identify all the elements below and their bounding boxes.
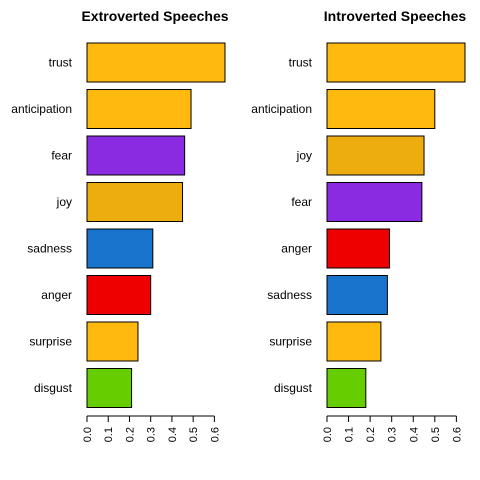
category-label: anger [41,288,72,302]
bar [86,42,226,83]
x-tick-label: 0.2 [365,427,377,442]
bar [86,228,154,269]
category-label: sadness [27,242,72,256]
category-label: anger [281,242,312,256]
bar [326,228,391,269]
bar [86,135,186,176]
bar [326,275,388,315]
category-label: sadness [267,288,312,302]
x-tick-label: 0.1 [344,427,356,442]
x-tick-label: 0.0 [322,427,334,442]
panel-extroverted: Extroverted Speeches trust anticipation fe… [11,8,228,442]
x-tick-label: 0.3 [387,427,399,442]
x-tick-label: 0.5 [188,427,200,442]
category-label: surprise [269,335,312,349]
category-label: disgust [274,381,313,395]
category-label: surprise [29,335,72,349]
x-tick-label: 0.4 [167,427,179,442]
bar [326,182,423,222]
bar [326,42,466,83]
x-tick-label: 0.2 [124,427,136,442]
category-label: trust [289,56,313,70]
panel-title: Extroverted Speeches [81,8,228,24]
category-label: fear [291,195,312,209]
bar [326,135,425,176]
category-label: joy [296,149,312,163]
bar [86,275,152,315]
panel-introverted: Introverted Speeches trust anticipation jo… [251,8,466,442]
category-label: trust [49,56,73,70]
bar [326,89,436,129]
bar [86,182,184,222]
category-label: anticipation [11,102,72,116]
bar [86,368,133,408]
x-tick-label: 0.3 [146,427,158,442]
category-label: disgust [34,381,73,395]
x-tick-label: 0.6 [451,427,463,442]
x-tick-label: 0.0 [82,427,94,442]
category-label: fear [51,149,72,163]
bar [326,321,382,362]
bar [86,89,192,129]
x-tick-label: 0.6 [209,427,221,442]
category-label: joy [56,195,72,209]
bar [326,368,367,408]
bar [86,321,139,362]
category-label: anticipation [251,102,312,116]
x-tick-label: 0.4 [408,427,420,442]
panel-title: Introverted Speeches [324,8,467,24]
x-tick-label: 0.5 [430,427,442,442]
x-tick-label: 0.1 [103,427,115,442]
